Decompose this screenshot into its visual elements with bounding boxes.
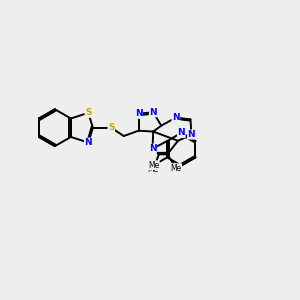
Text: N: N — [172, 113, 180, 122]
Text: N: N — [178, 128, 185, 137]
Text: Me: Me — [170, 164, 182, 172]
Text: S: S — [85, 108, 92, 117]
Text: N: N — [85, 138, 92, 147]
Text: N: N — [188, 130, 195, 139]
Text: Me: Me — [148, 160, 159, 169]
Text: N: N — [135, 109, 142, 118]
Text: N: N — [149, 144, 156, 153]
Text: N: N — [149, 108, 157, 117]
Text: Me: Me — [148, 165, 159, 174]
Text: S: S — [108, 123, 115, 132]
